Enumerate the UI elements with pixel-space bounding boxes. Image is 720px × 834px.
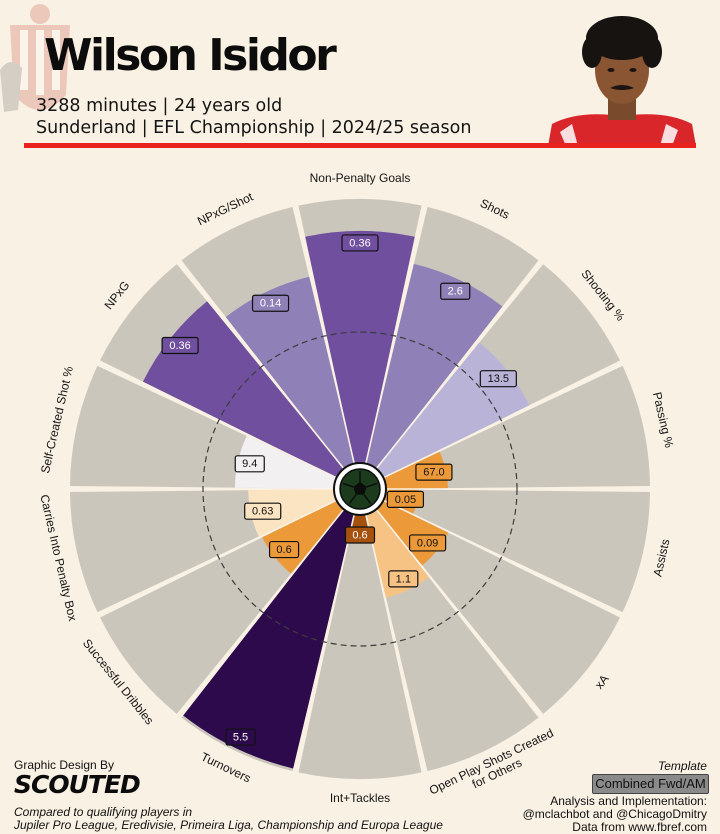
value-label-carries-into-penalty-box: 0.63 (252, 506, 273, 518)
value-label-assists: 0.05 (395, 494, 416, 506)
value-label-box (244, 502, 282, 520)
value-label-box (409, 534, 447, 552)
radar-spoke (177, 260, 346, 471)
minutes-age-line: 3288 minutes | 24 years old (36, 96, 283, 116)
value-label-box (344, 526, 376, 544)
club-crest-icon (0, 4, 70, 112)
radar-bar-turnovers (183, 507, 355, 769)
value-label-shooting: 13.5 (488, 373, 509, 385)
value-label-box (388, 570, 419, 588)
radar-background-wedge (381, 489, 650, 613)
radar-reference-ring (202, 331, 518, 647)
header-divider (24, 143, 696, 148)
radar-bar-shots (365, 263, 503, 471)
value-label-box (479, 370, 517, 388)
radar-spoke (374, 507, 543, 718)
value-label-box (251, 294, 290, 312)
radar-spoke (294, 204, 356, 466)
value-label-successful-dribbles: 0.6 (276, 544, 291, 556)
radar-spoke (381, 498, 624, 617)
radar-spoke (381, 361, 624, 480)
value-label-box (386, 490, 425, 508)
axis-label-non-penalty-goals: Non-Penalty Goals (310, 171, 411, 185)
design-credit-label: Graphic Design By (14, 758, 115, 772)
template-label: Template (658, 759, 707, 773)
data-source-line: Data from www.fbref.com (572, 820, 707, 834)
value-label-open-play-shots-created-for-others: 1.1 (396, 573, 411, 585)
football-icon (333, 462, 387, 516)
club-league-season-line: Sunderland | EFL Championship | 2024/25 … (36, 118, 472, 138)
value-label-turnovers: 5.5 (233, 731, 248, 743)
radar-background-wedge (298, 512, 422, 779)
value-label-box (440, 282, 471, 300)
value-label-xa: 0.09 (417, 537, 438, 549)
axis-label-self-created-shot: Self-Created Shot % (38, 365, 76, 475)
value-label-npxg-shot: 0.14 (260, 298, 281, 310)
scouted-logo: SCOUTED (14, 770, 141, 799)
axis-label-shots: Shots (478, 196, 512, 222)
value-label-int-tackles: 0.6 (352, 529, 367, 541)
radar-bar-npxg-shot (225, 276, 355, 471)
axis-label-assists: Assists (650, 538, 672, 578)
radar-spoke (364, 204, 426, 466)
analysis-credit-line1: Analysis and Implementation: (550, 794, 707, 808)
value-label-shots: 2.6 (448, 286, 463, 298)
comparison-note-line2: Jupiler Pro League, Eredivisie, Primeira… (14, 818, 443, 832)
value-label-box (268, 540, 300, 559)
axis-label-text: Self-Created Shot % (38, 365, 76, 475)
radar-background-wedge (375, 499, 620, 714)
radar-bar-self-created-shot (234, 435, 339, 489)
player-name: Wilson Isidor (44, 30, 337, 81)
value-label-box (225, 728, 256, 746)
value-label-box (415, 463, 453, 481)
axis-label-text: Non-Penalty Goals (310, 171, 411, 185)
radar-spoke (96, 498, 339, 617)
value-label-self-created-shot: 9.4 (242, 458, 257, 470)
radar-spoke (364, 512, 426, 774)
analysis-credit-line2: @mclachbot and @ChicagoDmitry (522, 807, 707, 821)
template-badge: Combined Fwd/AM (592, 774, 709, 794)
radar-spoke (294, 512, 356, 774)
axis-label-text: NPxG (102, 278, 133, 312)
value-label-non-penalty-goals: 0.36 (349, 237, 370, 249)
axis-label-xa: xA (592, 672, 612, 692)
player-photo (548, 16, 696, 146)
axis-label-passing: Passing % (650, 391, 676, 450)
value-label-box (341, 234, 379, 252)
radar-spoke (374, 260, 543, 471)
axis-label-text: Shots (478, 196, 512, 222)
value-label-box (234, 455, 265, 473)
value-label-passing: 67.0 (423, 467, 444, 479)
value-label-npxg: 0.36 (169, 340, 190, 352)
axis-label-text: Assists (650, 538, 672, 578)
axis-label-text: Int+Tackles (330, 791, 390, 805)
value-label-box (161, 336, 199, 355)
axis-label-text: Passing % (650, 391, 676, 450)
axis-label-text: xA (592, 672, 612, 692)
radar-bar-non-penalty-goals (305, 230, 415, 466)
radar-background-wedge (381, 365, 650, 489)
axis-label-int-tackles: Int+Tackles (330, 791, 390, 805)
radar-bar-carries-into-penalty-box (248, 489, 339, 537)
radar-spoke (96, 361, 339, 480)
radar-spoke (177, 507, 346, 718)
axis-label-npxg: NPxG (102, 278, 133, 312)
comparison-note-line1: Compared to qualifying players in (14, 805, 193, 819)
